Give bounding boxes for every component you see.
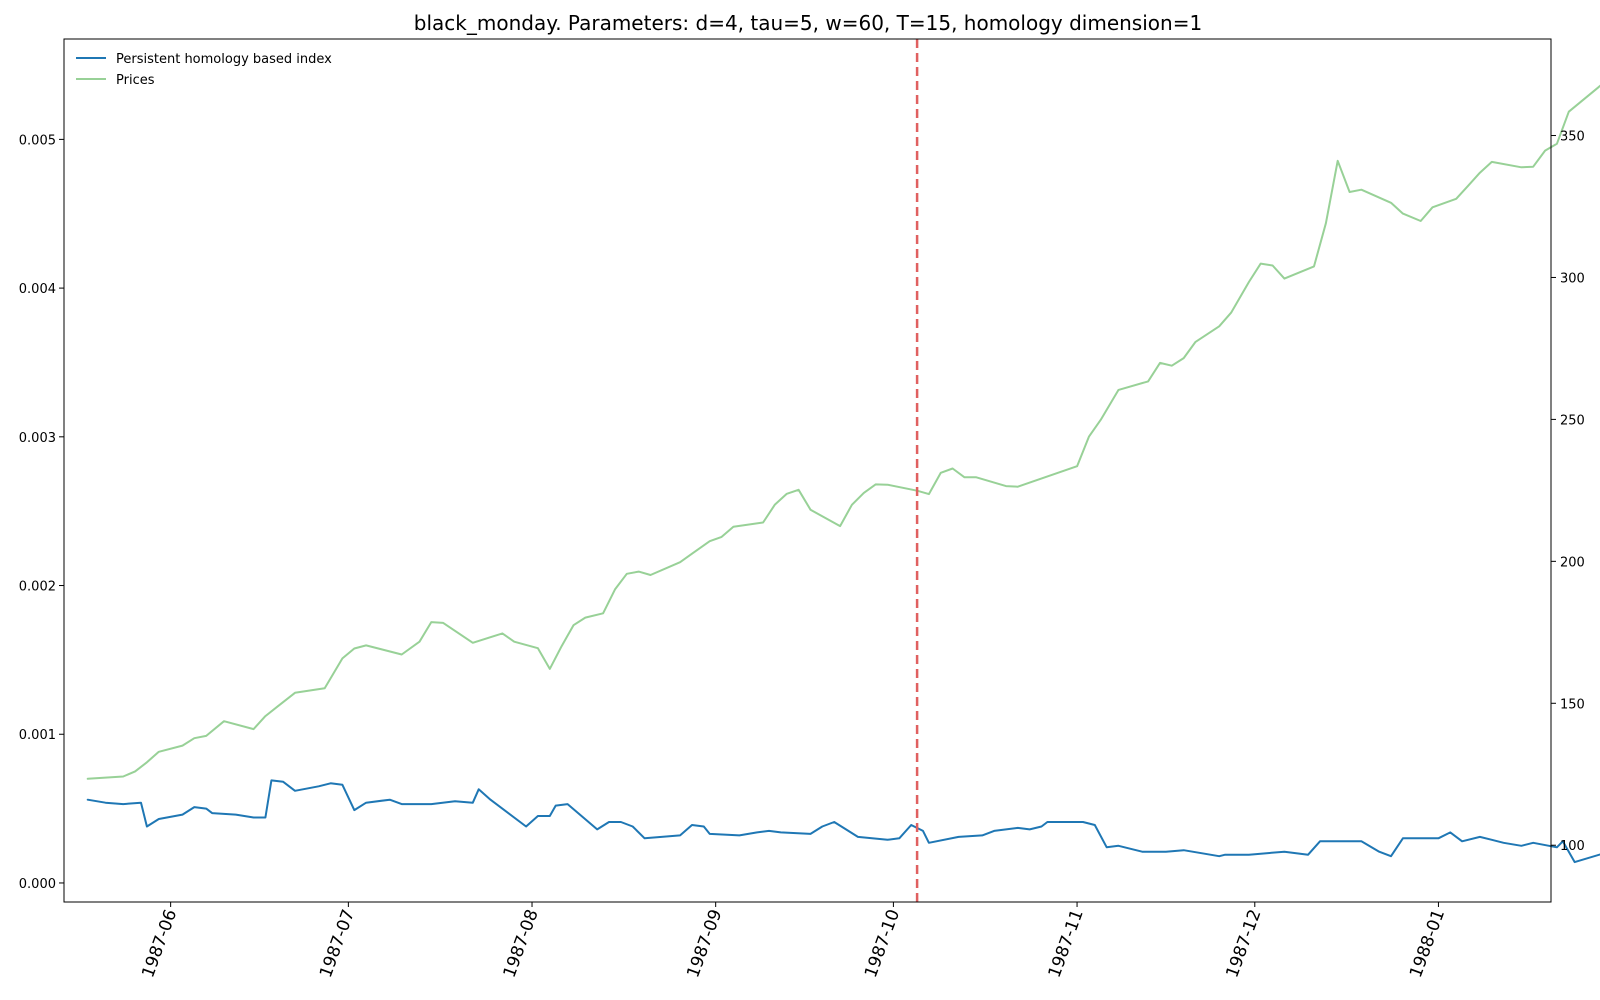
- y-left-tick-label: 0.002: [19, 580, 56, 595]
- y-left-tick-label: 0.000: [19, 877, 56, 892]
- x-tick-label: 1987-11: [1045, 907, 1088, 981]
- y-right-tick-label: 200: [1560, 555, 1585, 570]
- y-right-tick-label: 150: [1560, 697, 1585, 712]
- series-line-prices: [86, 84, 1600, 780]
- y-right-tick-label: 300: [1560, 271, 1585, 286]
- y-right-tick-label: 100: [1560, 839, 1585, 854]
- y-left-tick-label: 0.003: [19, 431, 56, 446]
- x-tick-label: 1987-09: [683, 907, 726, 981]
- plot-frame: [63, 38, 1552, 903]
- legend-label-index: Persistent homology based index: [116, 52, 332, 67]
- chart-title: black_monday. Parameters: d=4, tau=5, w=…: [414, 11, 1202, 35]
- y-left-tick-label: 0.005: [19, 133, 56, 148]
- x-tick-label: 1987-06: [138, 907, 181, 981]
- y-right-tick-label: 250: [1560, 413, 1585, 428]
- y-right-tick-label: 350: [1560, 130, 1585, 145]
- y-left-tick-label: 0.001: [19, 728, 56, 743]
- x-tick-label: 1987-08: [500, 907, 543, 981]
- legend: Persistent homology based index Prices: [68, 44, 358, 94]
- axes: 0.000 0.001 0.002 0.003 0.004 0.005 100 150 200 2…: [19, 38, 1585, 981]
- series-line-index: [86, 779, 1600, 864]
- y-left-tick-label: 0.004: [19, 282, 56, 297]
- series-layer: [86, 39, 1600, 902]
- x-tick-label: 1987-07: [316, 907, 359, 981]
- x-tick-label: 1988-01: [1406, 907, 1449, 981]
- legend-label-prices: Prices: [116, 73, 155, 88]
- legend-box: [68, 44, 358, 94]
- x-tick-label: 1987-12: [1222, 907, 1265, 981]
- x-tick-label: 1987-10: [861, 907, 904, 981]
